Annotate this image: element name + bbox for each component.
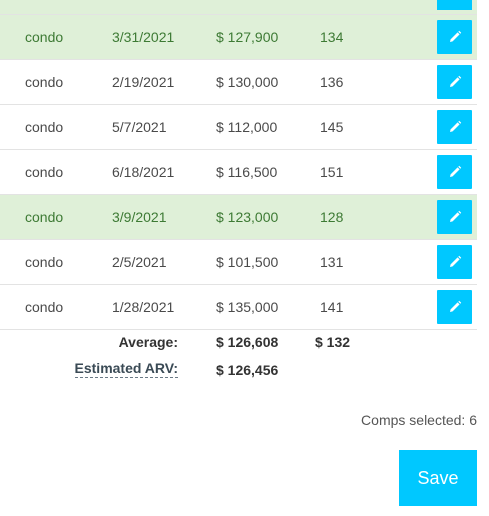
price-per-sqft: 134: [320, 29, 344, 45]
comps-table: condo 3/31/2021 $ 127,900 134 condo 2/19…: [0, 15, 477, 330]
pencil-icon: [449, 255, 461, 267]
table-row[interactable]: condo 5/7/2021 $ 112,000 145: [0, 105, 477, 150]
average-label: Average:: [118, 334, 178, 350]
property-type: condo: [25, 74, 64, 90]
edit-button[interactable]: [437, 155, 472, 189]
sale-price: $ 130,000: [216, 74, 279, 90]
table-row[interactable]: condo 3/9/2021 $ 123,000 128: [0, 195, 477, 240]
price-per-sqft: 145: [320, 119, 344, 135]
arv-label[interactable]: Estimated ARV:: [74, 360, 178, 378]
sale-date: 2/19/2021: [112, 74, 175, 90]
average-sqft: $ 132: [315, 334, 351, 350]
table-row-partial: [0, 0, 477, 15]
table-row[interactable]: condo 2/19/2021 $ 130,000 136: [0, 60, 477, 105]
price-per-sqft: 151: [320, 164, 344, 180]
price-per-sqft: 136: [320, 74, 344, 90]
pencil-icon: [449, 165, 461, 177]
edit-button[interactable]: [437, 20, 472, 54]
price-per-sqft: 141: [320, 299, 344, 315]
arv-row: Estimated ARV: $ 126,456: [0, 358, 477, 386]
edit-button[interactable]: [437, 65, 472, 99]
pencil-icon: [449, 120, 461, 132]
table-row[interactable]: condo 3/31/2021 $ 127,900 134: [0, 15, 477, 60]
sale-date: 5/7/2021: [112, 119, 167, 135]
pencil-icon: [449, 210, 461, 222]
price-per-sqft: 131: [320, 254, 344, 270]
table-row[interactable]: condo 6/18/2021 $ 116,500 151: [0, 150, 477, 195]
property-type: condo: [25, 299, 64, 315]
property-type: condo: [25, 29, 64, 45]
sale-price: $ 116,500: [216, 164, 278, 180]
sale-price: $ 101,500: [216, 254, 279, 270]
average-row: Average: $ 126,608 $ 132: [0, 330, 477, 358]
property-type: condo: [25, 209, 64, 225]
edit-button[interactable]: [437, 110, 472, 144]
table-row[interactable]: condo 1/28/2021 $ 135,000 141: [0, 285, 477, 330]
pencil-icon: [449, 300, 461, 312]
edit-button[interactable]: [437, 200, 472, 234]
edit-button[interactable]: [437, 290, 472, 324]
arv-value: $ 126,456: [216, 362, 279, 378]
table-row[interactable]: condo 2/5/2021 $ 101,500 131: [0, 240, 477, 285]
sale-date: 3/9/2021: [112, 209, 167, 225]
property-type: condo: [25, 164, 64, 180]
sale-date: 1/28/2021: [112, 299, 175, 315]
price-per-sqft: 128: [320, 209, 344, 225]
property-type: condo: [25, 254, 64, 270]
sale-date: 3/31/2021: [112, 29, 175, 45]
sale-price: $ 127,900: [216, 29, 279, 45]
save-button[interactable]: Save: [399, 450, 477, 506]
sale-price: $ 123,000: [216, 209, 279, 225]
summary: Average: $ 126,608 $ 132 Estimated ARV: …: [0, 330, 477, 386]
sale-date: 6/18/2021: [112, 164, 175, 180]
sale-date: 2/5/2021: [112, 254, 167, 270]
average-price: $ 126,608: [216, 334, 279, 350]
pencil-icon: [449, 75, 461, 87]
edit-button-partial[interactable]: [437, 0, 472, 10]
edit-button[interactable]: [437, 245, 472, 279]
property-type: condo: [25, 119, 64, 135]
sale-price: $ 112,000: [216, 119, 278, 135]
comps-selected-count: Comps selected: 6: [361, 412, 477, 428]
sale-price: $ 135,000: [216, 299, 279, 315]
pencil-icon: [449, 30, 461, 42]
